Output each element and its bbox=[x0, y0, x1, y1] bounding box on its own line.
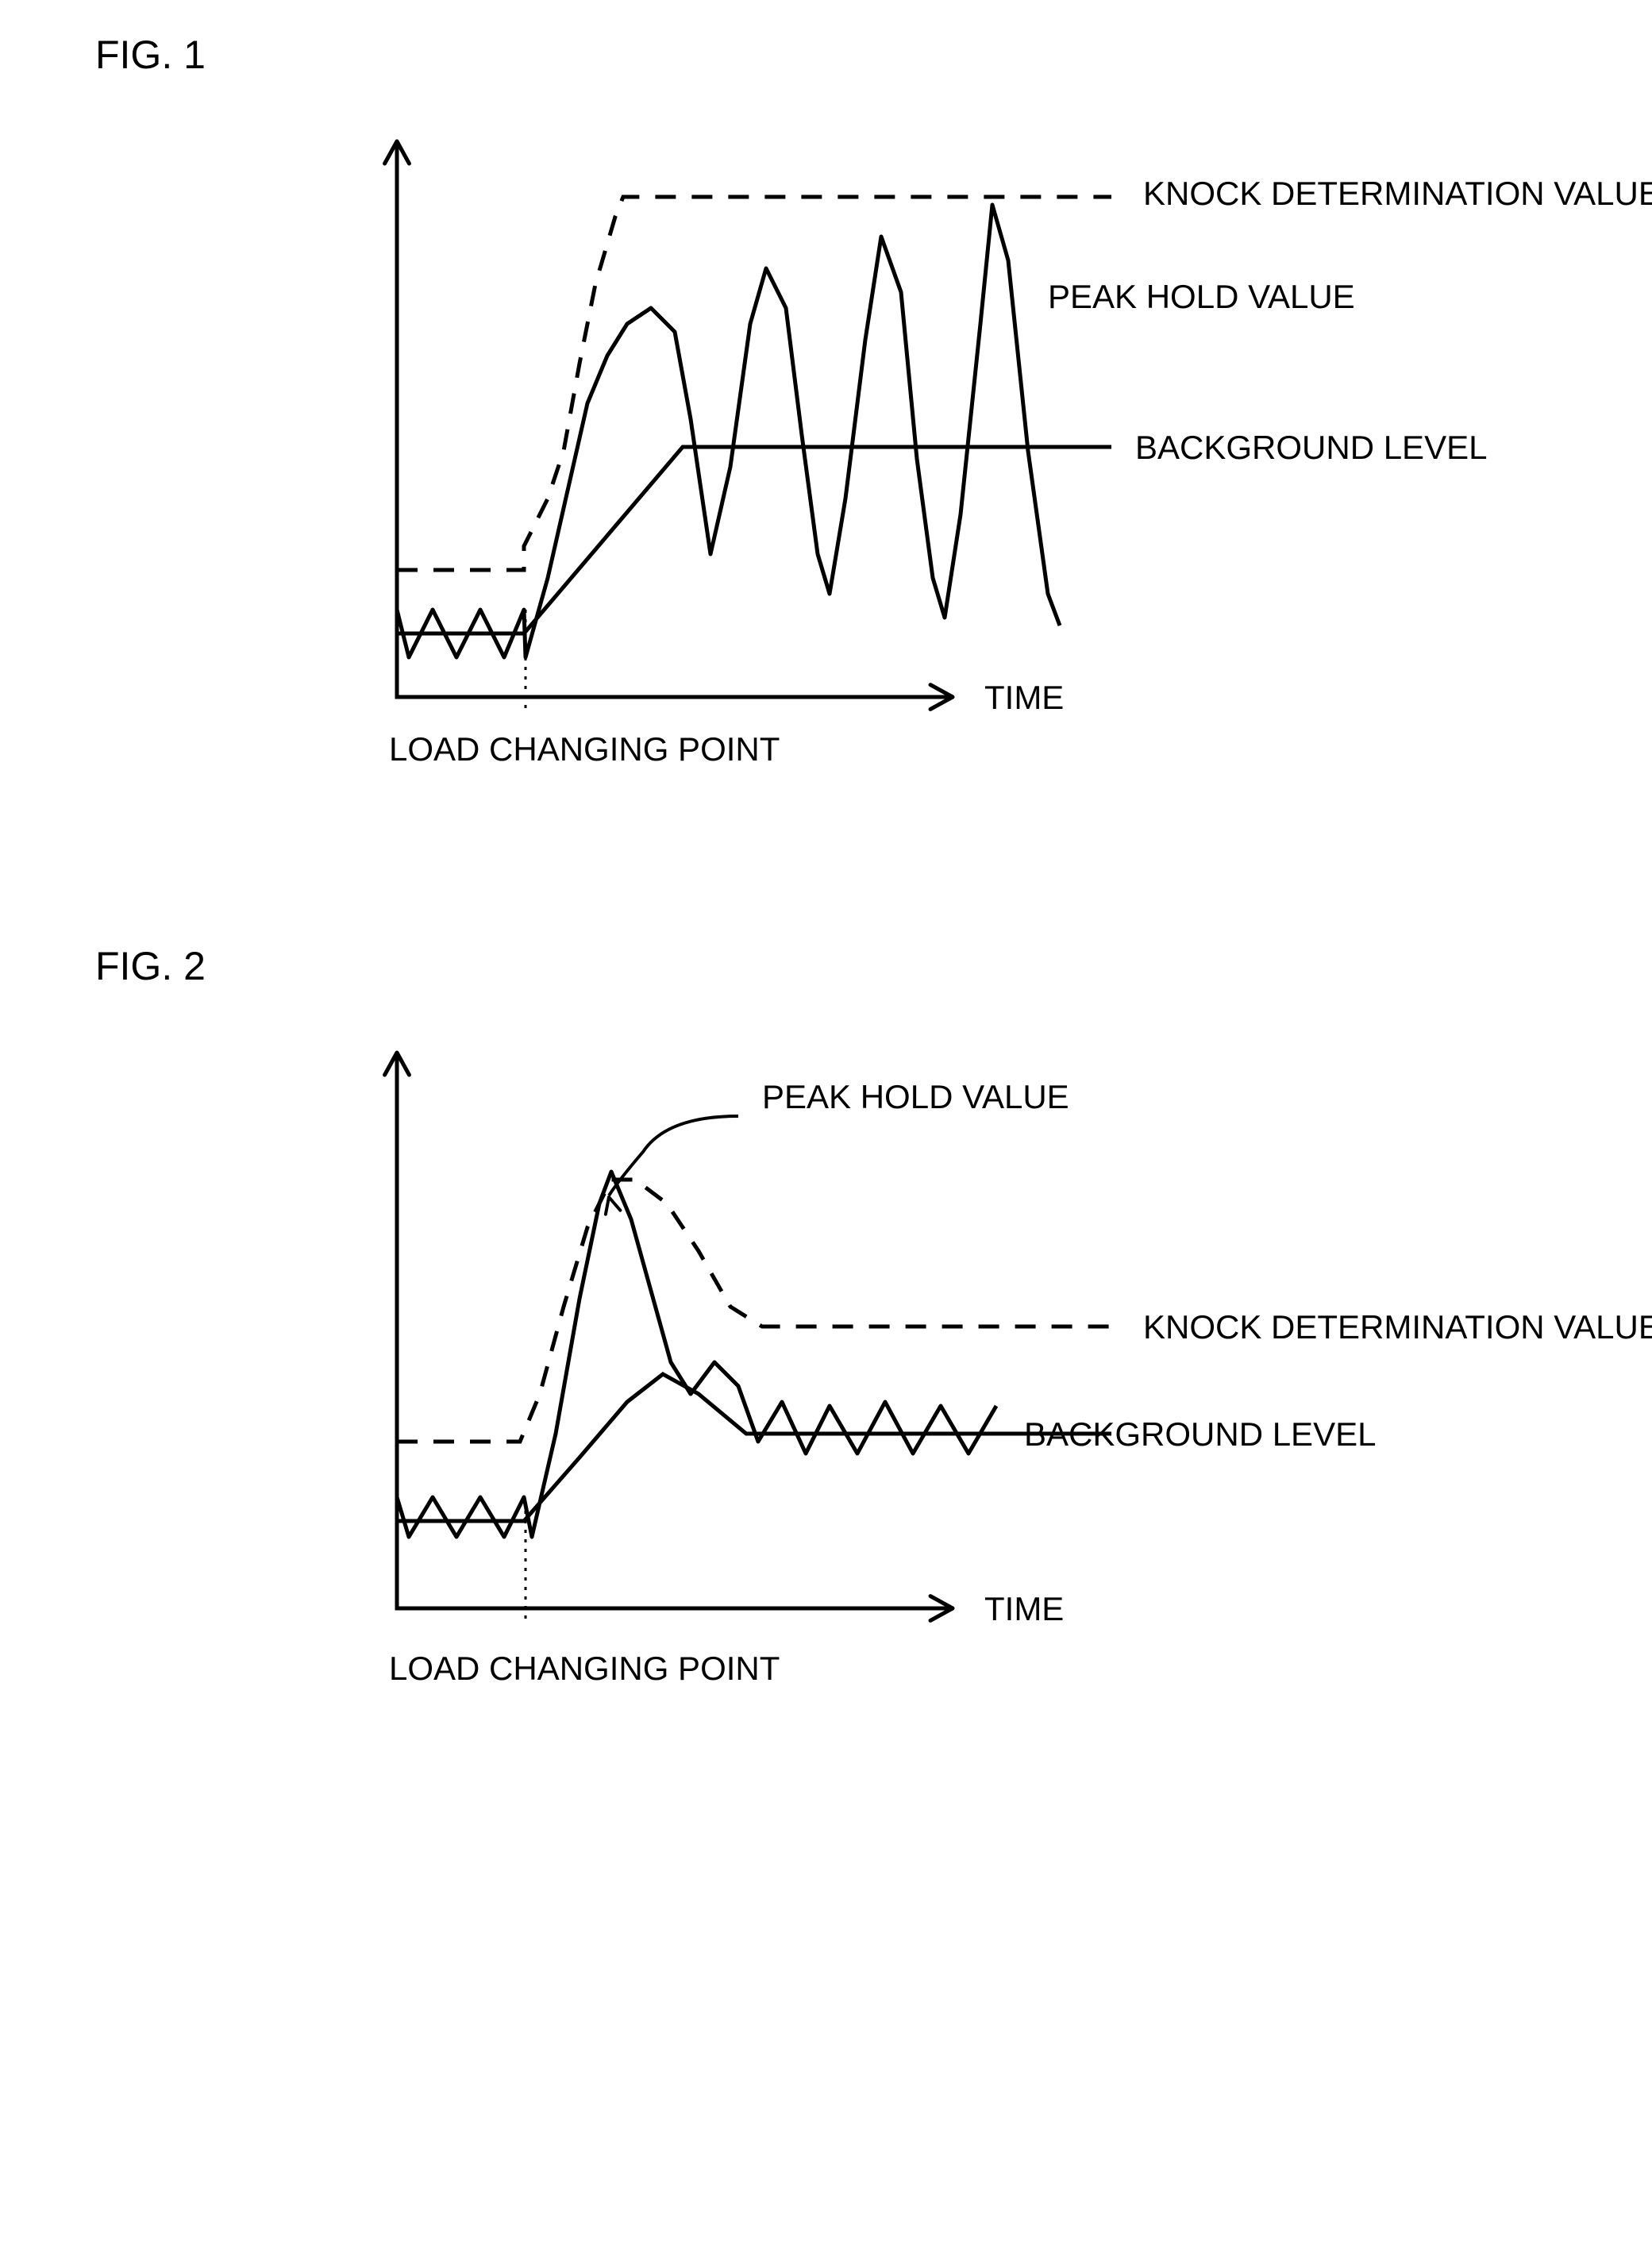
time-label: TIME bbox=[984, 1590, 1064, 1627]
background-label: BACKGROUND LEVEL bbox=[1024, 1415, 1376, 1453]
time-label: TIME bbox=[984, 679, 1064, 716]
figure-2-title: FIG. 2 bbox=[95, 943, 1620, 989]
peak-label: PEAK HOLD VALUE bbox=[762, 1078, 1069, 1115]
knock-label: KNOCK DETERMINATION VALUE bbox=[1143, 175, 1652, 212]
background-label: BACKGROUND LEVEL bbox=[1135, 429, 1487, 466]
figure-2-chart: KNOCK DETERMINATION VALUEPEAK HOLD VALUE… bbox=[318, 1013, 1620, 1743]
figure-1-chart: KNOCK DETERMINATION VALUEPEAK HOLD VALUE… bbox=[318, 102, 1620, 816]
peak-label: PEAK HOLD VALUE bbox=[1048, 278, 1355, 315]
figure-1-title: FIG. 1 bbox=[95, 32, 1620, 78]
load-point-label: LOAD CHANGING POINT bbox=[389, 1650, 780, 1687]
knock-label: KNOCK DETERMINATION VALUE bbox=[1143, 1308, 1652, 1346]
load-point-label: LOAD CHANGING POINT bbox=[389, 730, 780, 768]
